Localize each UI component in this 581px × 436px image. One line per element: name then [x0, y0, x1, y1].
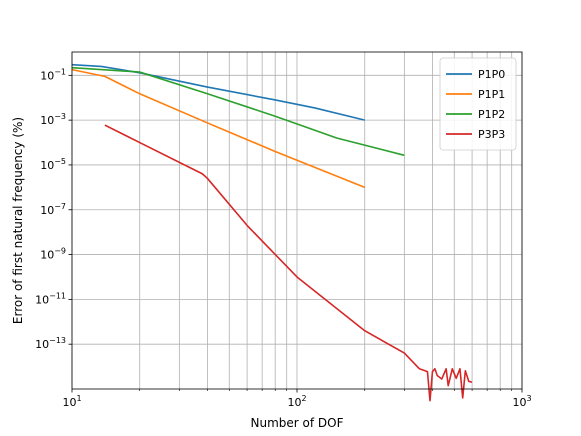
- y-tick-label: 10−3: [40, 112, 66, 127]
- x-tick-label: 101: [62, 394, 81, 409]
- axis-ticks: [68, 74, 523, 393]
- x-tick-label: 103: [512, 394, 531, 409]
- series-line-p1p0: [71, 63, 365, 121]
- series-line-p3p3: [104, 124, 473, 402]
- legend: P1P0 P1P1 P1P2 P3P3: [439, 57, 517, 151]
- legend-label-p1p2: P1P2: [478, 108, 505, 121]
- legend-box: [439, 57, 517, 151]
- y-tick-label: 10−11: [35, 291, 66, 306]
- series-lines: [71, 63, 473, 402]
- y-tick-label: 10−9: [40, 247, 66, 262]
- x-axis-label: Number of DOF: [251, 416, 344, 430]
- legend-label-p3p3: P3P3: [478, 128, 505, 141]
- y-tick-label: 10−1: [40, 67, 66, 82]
- y-axis-label: Error of first natural frequency (%): [11, 117, 25, 324]
- series-line-p1p2: [71, 66, 405, 157]
- series-line-p1p1: [71, 68, 366, 189]
- tick-labels: 101 102 103 10−1 10−3 10−5 10−7 10−9 10−11 10−13: [35, 67, 531, 409]
- legend-label-p1p1: P1P1: [478, 88, 505, 101]
- y-tick-label: 10−5: [40, 157, 66, 172]
- y-tick-label: 10−13: [35, 336, 66, 351]
- legend-label-p1p0: P1P0: [478, 68, 505, 81]
- x-tick-label: 102: [287, 394, 306, 409]
- y-tick-label: 10−7: [40, 202, 66, 217]
